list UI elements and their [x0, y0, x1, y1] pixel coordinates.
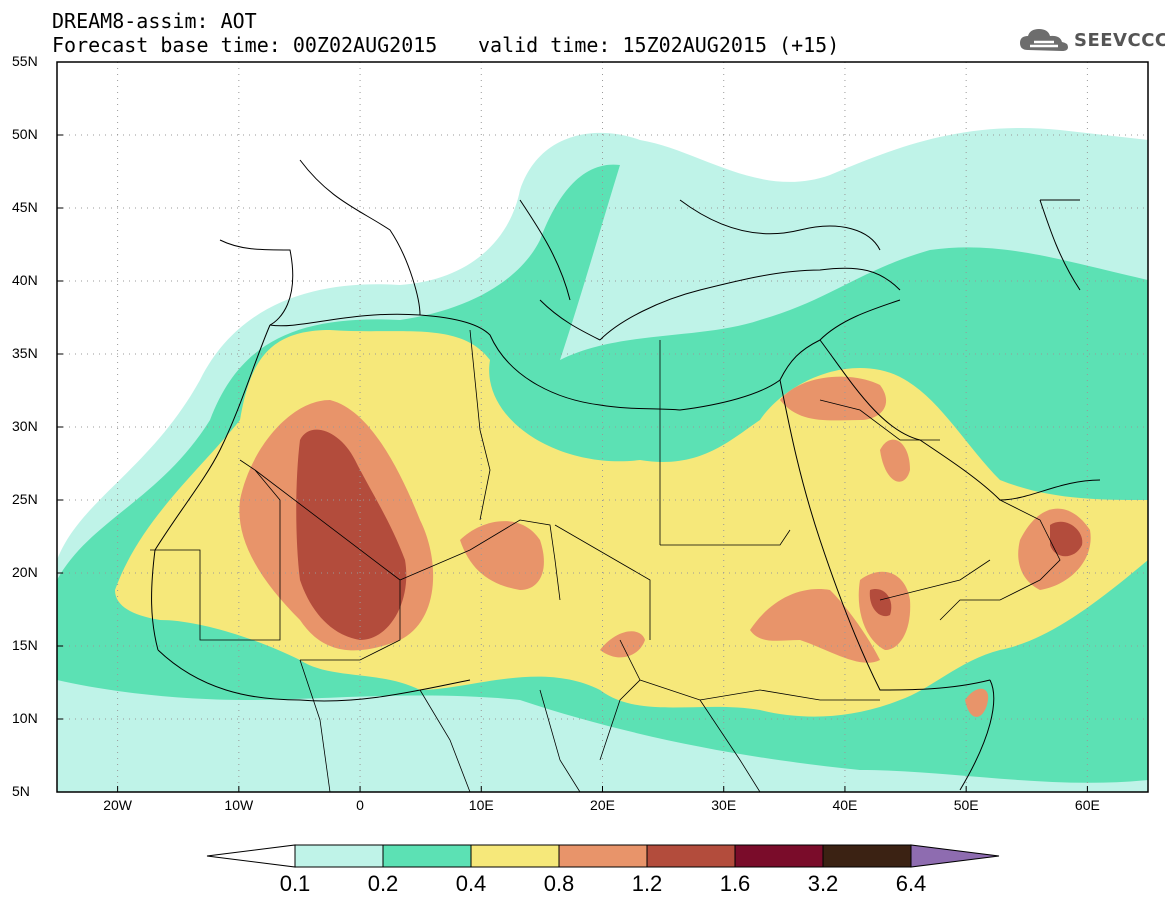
lon-label: 50E — [953, 797, 979, 813]
seevccc-logo: SEEVCCC — [1018, 22, 1165, 58]
lon-label: 20W — [103, 797, 133, 813]
lon-label: 10E — [468, 797, 494, 813]
lat-label: 10N — [12, 710, 38, 726]
lat-label: 5N — [12, 783, 30, 799]
lon-label: 30E — [711, 797, 737, 813]
lat-label: 45N — [12, 199, 38, 215]
lon-label: 40E — [832, 797, 858, 813]
lon-label: 60E — [1074, 797, 1100, 813]
colorbar-level-label: 1.2 — [631, 871, 663, 896]
colorbar-level-label: 0.2 — [367, 871, 399, 896]
colorbar-segment — [734, 844, 824, 868]
aot-field — [57, 128, 1148, 792]
lon-label: 0 — [356, 797, 364, 813]
colorbar-level-label: 1.6 — [719, 871, 751, 896]
axis-ticks — [57, 61, 1088, 793]
logo-text: SEEVCCC — [1074, 29, 1165, 51]
lon-label: 10W — [224, 797, 254, 813]
colorbar-segment — [294, 844, 384, 868]
colorbar-segment — [822, 844, 912, 868]
coastlines — [151, 159, 1101, 791]
lat-label: 25N — [12, 491, 38, 507]
lat-label: 55N — [12, 53, 38, 69]
cloud-icon — [1020, 29, 1068, 51]
colorbar-segment — [470, 844, 560, 868]
lat-label: 40N — [12, 272, 38, 288]
colorbar-segment — [646, 844, 736, 868]
lat-label: 30N — [12, 418, 38, 434]
colorbar-level-label: 0.4 — [455, 871, 487, 896]
country-borders — [150, 329, 1061, 792]
colorbar-segment — [558, 844, 648, 868]
colorbar-level-label: 0.8 — [543, 871, 575, 896]
colorbar-level-label: 6.4 — [895, 871, 927, 896]
colorbar-segment — [382, 844, 472, 868]
lat-label: 20N — [12, 564, 38, 580]
colorbar-level-label: 3.2 — [807, 871, 839, 896]
colorbar-low-triangle — [206, 844, 296, 868]
colorbar-level-label: 0.1 — [279, 871, 311, 896]
forecast-base-time: Forecast base time: 00Z02AUG2015 — [52, 33, 438, 57]
valid-time: valid time: 15Z02AUG2015 (+15) — [478, 33, 840, 57]
lon-label: 20E — [590, 797, 615, 813]
lat-label: 15N — [12, 637, 38, 653]
lat-label: 50N — [12, 126, 38, 142]
lat-label: 35N — [12, 345, 38, 361]
colorbar-high-triangle — [910, 844, 1000, 868]
colorbar — [206, 844, 1000, 868]
map-title: DREAM8-assim: AOT — [52, 9, 257, 33]
